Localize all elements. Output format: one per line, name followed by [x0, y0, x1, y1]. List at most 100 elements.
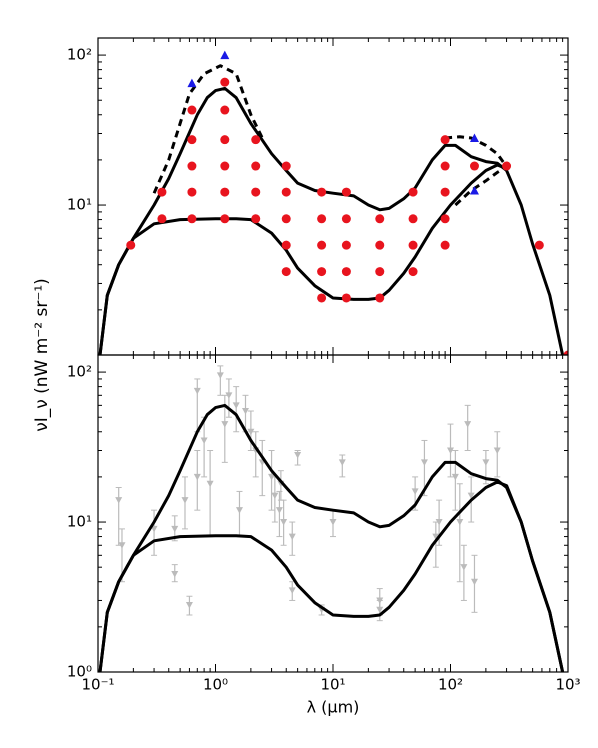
- data-point: [220, 77, 230, 87]
- data-point: [317, 267, 327, 277]
- data-point: [440, 214, 450, 224]
- data-point: [408, 187, 418, 197]
- x-tick-label: 10⁰: [203, 676, 228, 694]
- data-point: [317, 214, 327, 224]
- data-point: [220, 161, 230, 171]
- data-point: [376, 597, 384, 604]
- curve: [98, 86, 565, 355]
- data-point: [216, 372, 224, 379]
- curve: [152, 64, 264, 194]
- data-point: [502, 161, 512, 171]
- data-point: [338, 459, 346, 466]
- curve: [454, 165, 508, 207]
- data-point: [157, 187, 167, 197]
- data-point: [294, 451, 302, 459]
- data-point: [482, 459, 490, 466]
- data-point: [440, 161, 450, 171]
- data-point: [451, 473, 459, 481]
- data-point: [408, 267, 418, 277]
- data-point: [200, 437, 208, 444]
- data-point: [469, 186, 479, 195]
- y-tick-label: 10²: [67, 46, 92, 64]
- y-tick-label: 10⁰: [67, 663, 92, 681]
- data-point: [408, 240, 418, 250]
- data-point: [341, 214, 351, 224]
- data-point: [171, 525, 179, 533]
- data-point: [341, 267, 351, 277]
- data-point: [221, 421, 229, 428]
- data-point: [187, 105, 197, 115]
- x-tick-label: 10⁻¹: [81, 676, 114, 694]
- data-point: [408, 214, 418, 224]
- data-point: [126, 240, 136, 250]
- data-point: [281, 187, 291, 197]
- data-point: [118, 542, 126, 549]
- data-point: [375, 240, 385, 250]
- curve: [444, 135, 508, 168]
- curve: [98, 403, 565, 672]
- data-point: [563, 350, 568, 355]
- data-point: [375, 214, 385, 224]
- data-point: [469, 133, 479, 142]
- data-point: [220, 187, 230, 197]
- data-point: [288, 587, 296, 594]
- data-point: [464, 421, 472, 428]
- plot-frame: [97, 37, 569, 356]
- curve: [98, 480, 565, 672]
- y-tick-label: 10¹: [67, 196, 92, 214]
- data-point: [329, 519, 337, 526]
- data-point: [281, 267, 291, 277]
- data-point: [171, 571, 179, 578]
- data-point: [241, 408, 249, 415]
- data-point: [469, 161, 479, 171]
- x-tick-label: 10¹: [320, 676, 345, 694]
- data-point: [225, 392, 233, 399]
- data-point: [467, 492, 475, 500]
- data-point: [281, 240, 291, 250]
- data-point: [317, 240, 327, 250]
- data-point: [288, 533, 296, 541]
- y-axis-label: νI_ν (nW m⁻² sr⁻¹): [32, 278, 52, 432]
- data-point: [157, 214, 167, 224]
- data-point: [235, 507, 243, 514]
- data-point: [280, 519, 288, 526]
- data-point: [281, 214, 291, 224]
- data-point: [493, 447, 501, 454]
- data-point: [341, 187, 351, 197]
- data-point: [206, 480, 214, 488]
- data-point: [375, 293, 385, 303]
- data-point: [181, 497, 189, 504]
- data-point: [470, 578, 478, 586]
- data-point: [185, 601, 193, 609]
- data-point: [232, 402, 240, 409]
- data-point: [268, 473, 276, 481]
- data-point: [251, 214, 261, 224]
- data-point: [432, 533, 440, 541]
- data-point: [251, 135, 261, 145]
- data-point: [187, 187, 197, 197]
- data-point: [317, 293, 327, 303]
- data-point: [193, 387, 201, 395]
- data-point: [317, 187, 327, 197]
- data-point: [281, 161, 291, 171]
- data-point: [251, 187, 261, 197]
- data-point: [187, 161, 197, 171]
- x-tick-label: 10²: [438, 676, 463, 694]
- y-tick-label: 10¹: [67, 513, 92, 531]
- data-point: [251, 161, 261, 171]
- data-point: [456, 519, 464, 526]
- data-point: [447, 447, 454, 454]
- x-tick-label: 10³: [555, 676, 580, 694]
- data-point: [187, 214, 197, 224]
- data-point: [440, 135, 450, 145]
- data-point: [187, 78, 197, 88]
- data-point: [247, 428, 255, 436]
- data-point: [275, 507, 283, 514]
- data-point: [187, 135, 197, 145]
- y-tick-label: 10²: [67, 363, 92, 381]
- curve: [98, 163, 508, 355]
- data-point: [220, 105, 230, 115]
- data-point: [193, 473, 201, 481]
- data-point: [115, 497, 123, 504]
